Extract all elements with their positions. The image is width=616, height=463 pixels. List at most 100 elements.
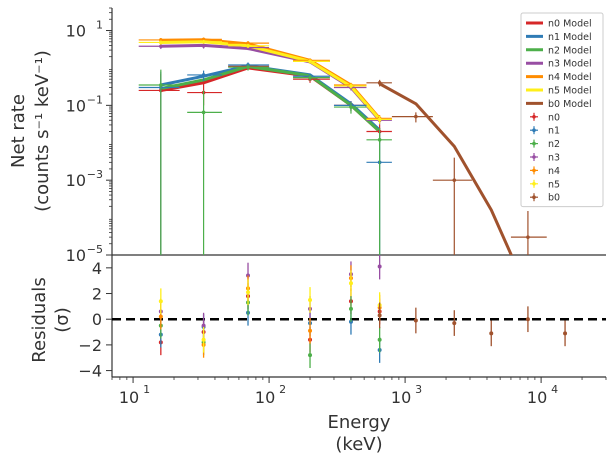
residual-point-b0 <box>563 320 568 347</box>
residual-marker <box>377 313 382 318</box>
data-point-b0 <box>510 210 547 255</box>
residual-point-b0 <box>413 307 418 334</box>
model-curve-n2 <box>160 64 381 133</box>
residual-point-n5 <box>158 288 163 315</box>
x-axis-label-units: (keV) <box>335 434 382 455</box>
residuals-y-tick-label: 4 <box>92 259 102 278</box>
data-points <box>138 37 567 283</box>
energy-x-tick-label: 10 <box>391 388 411 407</box>
residuals-y-label: Residuals <box>29 277 50 362</box>
point-marker <box>377 117 382 122</box>
data-point-n2 <box>333 102 367 114</box>
residual-point-n4 <box>308 317 313 344</box>
residual-marker <box>308 328 313 333</box>
data-point-n5 <box>333 83 367 89</box>
residual-marker <box>377 337 382 342</box>
residual-point-n2 <box>348 296 353 322</box>
legend-point-swatch <box>532 195 536 199</box>
spectrum-y-tick-label: 10 <box>66 171 86 190</box>
legend-label: n2 Model <box>548 45 592 56</box>
legend-point-swatch <box>532 155 536 159</box>
residual-marker <box>201 337 206 342</box>
legend-label: b0 Model <box>548 99 592 110</box>
point-marker <box>201 39 206 44</box>
point-marker <box>526 235 530 239</box>
residual-marker <box>308 297 313 302</box>
spectrum-y-tick-exponent: −1 <box>87 93 103 106</box>
energy-x-ticks: 10 1 10 2 10 3 10 4 <box>111 377 607 407</box>
data-point-n2 <box>366 127 392 255</box>
point-marker <box>201 44 206 48</box>
legend-label: n1 Model <box>548 32 592 43</box>
legend-point-swatch <box>532 182 536 186</box>
legend-label: n0 <box>548 112 560 123</box>
spectrum-y-tick-label: 10 <box>66 96 86 115</box>
residual-marker <box>525 317 530 322</box>
data-point-b0 <box>366 79 392 87</box>
residual-marker <box>158 314 163 319</box>
energy-x-tick-exponent: 3 <box>415 383 422 396</box>
residual-point-n3 <box>377 255 382 280</box>
residual-marker <box>348 281 353 286</box>
point-marker <box>246 41 250 45</box>
point-marker <box>159 44 163 49</box>
point-marker <box>563 279 567 283</box>
residual-point-n5 <box>201 326 206 353</box>
legend-label: n3 <box>548 153 560 164</box>
residual-marker <box>348 306 353 311</box>
spectrum-y-tick-exponent: −3 <box>87 168 103 181</box>
point-marker <box>489 279 493 283</box>
spectrum-y-tick-exponent: 1 <box>96 19 103 32</box>
data-point-n2 <box>293 74 330 81</box>
spectrum-y-tick-label: 10 <box>66 246 86 265</box>
energy-x-tick-exponent: 4 <box>551 383 558 396</box>
point-marker <box>159 83 163 87</box>
residual-point-b0 <box>489 320 494 347</box>
energy-x-tick-label: 10 <box>119 388 139 407</box>
residual-point-n5 <box>348 270 353 297</box>
residuals-axes <box>111 255 606 378</box>
model-curve-b0 <box>378 82 513 255</box>
point-marker <box>246 65 250 69</box>
point-marker <box>308 75 312 80</box>
data-point-n2 <box>138 69 180 255</box>
residual-point-b0 <box>525 306 530 333</box>
residuals-y-ticks: 4 2 0 −2 −4 <box>78 259 112 381</box>
legend-point-swatch <box>532 115 536 119</box>
residual-marker <box>489 331 494 336</box>
residual-points <box>158 255 568 369</box>
data-point-b0 <box>391 112 433 123</box>
data-point-n5 <box>366 115 392 124</box>
legend-point-swatch <box>532 168 536 173</box>
data-point-n5 <box>228 43 270 49</box>
residual-marker <box>413 318 418 323</box>
residual-marker <box>377 264 382 269</box>
point-marker <box>377 81 382 85</box>
residual-point-n5 <box>246 279 251 306</box>
legend: n0 Model n1 Model n2 Model n3 Model n4 Model… <box>520 12 604 208</box>
legend-label: n0 Model <box>548 19 592 30</box>
point-marker <box>452 178 457 182</box>
point-marker <box>414 114 418 119</box>
legend-label: n5 Model <box>548 86 592 97</box>
legend-label: b0 <box>548 193 560 204</box>
data-point-n5 <box>293 59 330 64</box>
data-point-n5 <box>187 39 222 44</box>
point-marker <box>349 84 353 88</box>
energy-x-tick-label: 10 <box>527 388 547 407</box>
data-point-n0 <box>138 73 180 255</box>
residuals-y-tick-label: 2 <box>92 285 102 304</box>
residual-marker <box>452 321 457 326</box>
residuals-y-tick-label: −4 <box>78 362 102 381</box>
point-marker <box>377 137 382 142</box>
legend-label: n4 <box>548 166 560 177</box>
residuals-y-tick-label: 0 <box>92 310 102 329</box>
legend-label: n5 <box>548 179 560 190</box>
residual-marker <box>201 323 206 328</box>
energy-x-tick-exponent: 2 <box>279 383 286 396</box>
data-point-n4 <box>228 41 270 46</box>
spectrum-y-label: Net rate <box>8 94 29 168</box>
data-point-n1 <box>187 70 222 81</box>
